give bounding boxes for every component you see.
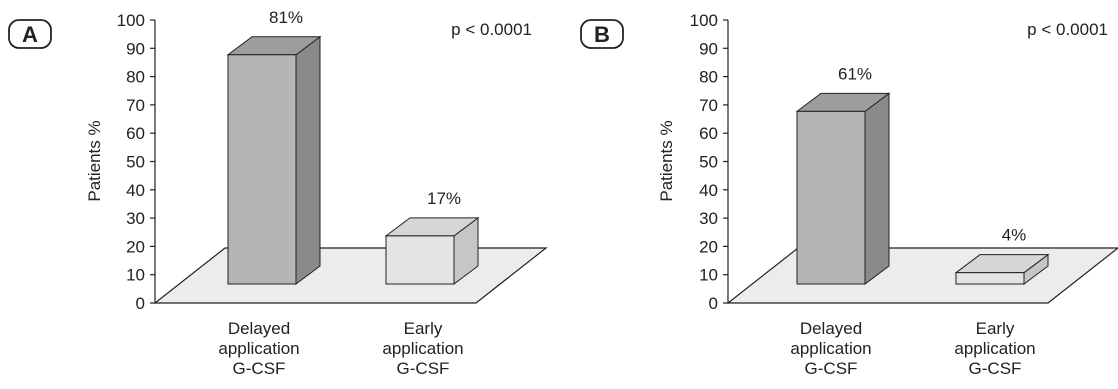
bar-value-label: 4%	[1002, 226, 1027, 245]
chart-floor	[153, 247, 548, 304]
y-tick-label: 0	[709, 294, 718, 313]
p-value-annotation: p < 0.0001	[451, 20, 532, 39]
bar-front-face	[796, 110, 866, 285]
y-tick-label: 40	[126, 181, 145, 200]
category-label-line: G-CSF	[969, 359, 1022, 378]
bar-side-face	[295, 35, 321, 285]
category-label-line: G-CSF	[233, 359, 286, 378]
y-tick-label: 60	[699, 124, 718, 143]
panel-label-box	[8, 19, 52, 49]
y-tick-label: 100	[690, 11, 718, 30]
y-tick-label: 90	[699, 39, 718, 58]
category-label-line: application	[954, 339, 1035, 358]
bar-front-face	[227, 54, 297, 285]
panel-label: B	[594, 22, 610, 47]
y-tick-label: 50	[699, 153, 718, 172]
bar-value-label: 81%	[269, 8, 303, 27]
chart-panel-a: A 0 10 20 30 40 50 60 70 80 90 100 Patients % p < 0.0…	[8, 8, 548, 378]
panel-label-box	[580, 19, 624, 49]
category-label-line: Delayed	[228, 319, 290, 338]
category-label-line: Early	[404, 319, 443, 338]
y-tick-label: 70	[699, 96, 718, 115]
chart-panel-b: B 0 10 20 30 40 50 60 70 80 90 100 Patients % p < 0.0…	[580, 11, 1118, 378]
bar-front-face	[955, 272, 1025, 285]
category-label-line: application	[382, 339, 463, 358]
panel-label: A	[22, 22, 38, 47]
y-tick-label: 90	[126, 39, 145, 58]
y-tick-label: 0	[136, 294, 145, 313]
y-tick-label: 20	[126, 237, 145, 256]
p-value-annotation: p < 0.0001	[1027, 20, 1108, 39]
y-tick-label: 20	[699, 237, 718, 256]
bar-side-face	[864, 92, 890, 285]
y-tick-label: 10	[699, 266, 718, 285]
y-tick-label: 80	[699, 68, 718, 87]
bar-1	[226, 35, 322, 285]
bar-front-face	[385, 235, 455, 285]
y-tick-label: 30	[126, 209, 145, 228]
y-tick-label: 10	[126, 266, 145, 285]
y-tick-label: 30	[699, 209, 718, 228]
category-label-line: Early	[976, 319, 1015, 338]
bar-1	[795, 92, 891, 285]
category-label-line: G-CSF	[397, 359, 450, 378]
y-tick-label: 60	[126, 124, 145, 143]
category-label-line: Delayed	[800, 319, 862, 338]
y-axis-label: Patients %	[657, 120, 676, 201]
category-label-line: application	[218, 339, 299, 358]
y-tick-label: 40	[699, 181, 718, 200]
chart-floor	[726, 247, 1118, 304]
bar-2	[384, 216, 480, 285]
y-tick-label: 70	[126, 96, 145, 115]
y-tick-label: 100	[117, 11, 145, 30]
bar-2	[954, 253, 1050, 285]
y-tick-label: 50	[126, 153, 145, 172]
bar-value-label: 61%	[838, 64, 872, 83]
bar-value-label: 17%	[427, 189, 461, 208]
y-tick-label: 80	[126, 68, 145, 87]
category-label-line: G-CSF	[805, 359, 858, 378]
category-label-line: application	[790, 339, 871, 358]
y-axis-label: Patients %	[85, 120, 104, 201]
